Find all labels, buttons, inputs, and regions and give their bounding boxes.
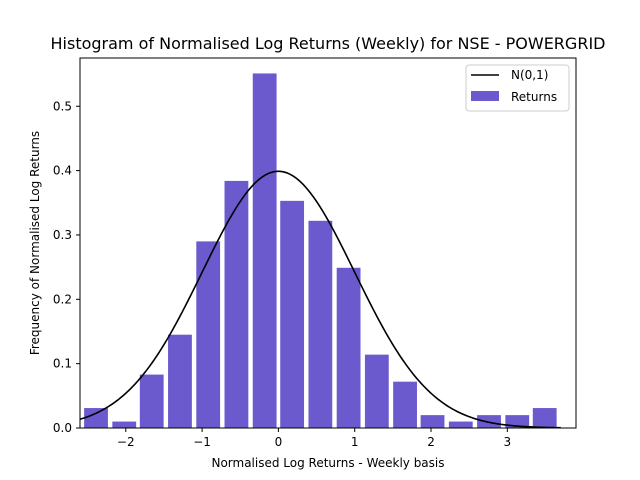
y-tick-label: 0.1 bbox=[53, 357, 72, 371]
x-tick-label: 1 bbox=[351, 435, 359, 449]
normal-curve-line bbox=[79, 170, 561, 429]
histogram-bar-1 bbox=[112, 421, 137, 428]
histogram-bar-11 bbox=[393, 381, 417, 428]
legend-bars-swatch bbox=[471, 91, 499, 101]
y-axis-label: Frequency of Normalised Log Returns bbox=[28, 131, 42, 355]
histogram-bar-6 bbox=[252, 73, 277, 428]
chart-title: Histogram of Normalised Log Returns (Wee… bbox=[51, 34, 606, 53]
legend-bars-label: Returns bbox=[511, 90, 557, 104]
histogram-bar-0 bbox=[84, 408, 108, 428]
legend: N(0,1) Returns bbox=[465, 64, 570, 112]
x-tick-label: 0 bbox=[275, 435, 283, 449]
histogram-bar-12 bbox=[420, 415, 445, 428]
bars-layer bbox=[84, 73, 557, 428]
histogram-bar-5 bbox=[224, 180, 249, 428]
x-tick-label: −2 bbox=[117, 435, 135, 449]
y-tick-label: 0.0 bbox=[53, 421, 72, 435]
y-axis-ticks: 0.0 0.1 0.2 0.3 0.4 0.5 bbox=[53, 99, 80, 435]
y-tick-label: 0.3 bbox=[53, 228, 72, 242]
x-axis-ticks: −2 −1 0 1 2 3 bbox=[117, 428, 511, 449]
histogram-bar-7 bbox=[280, 200, 305, 428]
histogram-bar-9 bbox=[336, 267, 361, 428]
histogram-bar-4 bbox=[196, 241, 221, 428]
histogram-bar-10 bbox=[364, 354, 389, 428]
histogram-bar-3 bbox=[168, 334, 192, 428]
legend-curve-label: N(0,1) bbox=[511, 68, 548, 82]
x-tick-label: 2 bbox=[427, 435, 435, 449]
histogram-bar-13 bbox=[448, 421, 473, 428]
histogram-bar-2 bbox=[139, 374, 164, 428]
y-tick-label: 0.4 bbox=[53, 164, 72, 178]
x-tick-label: 3 bbox=[504, 435, 512, 449]
histogram-bar-8 bbox=[308, 220, 333, 428]
histogram-bar-16 bbox=[532, 408, 557, 428]
y-tick-label: 0.5 bbox=[53, 99, 72, 113]
x-tick-label: −1 bbox=[193, 435, 211, 449]
x-axis-label: Normalised Log Returns - Weekly basis bbox=[211, 456, 444, 470]
y-tick-label: 0.2 bbox=[53, 292, 72, 306]
plot-frame bbox=[79, 57, 577, 429]
